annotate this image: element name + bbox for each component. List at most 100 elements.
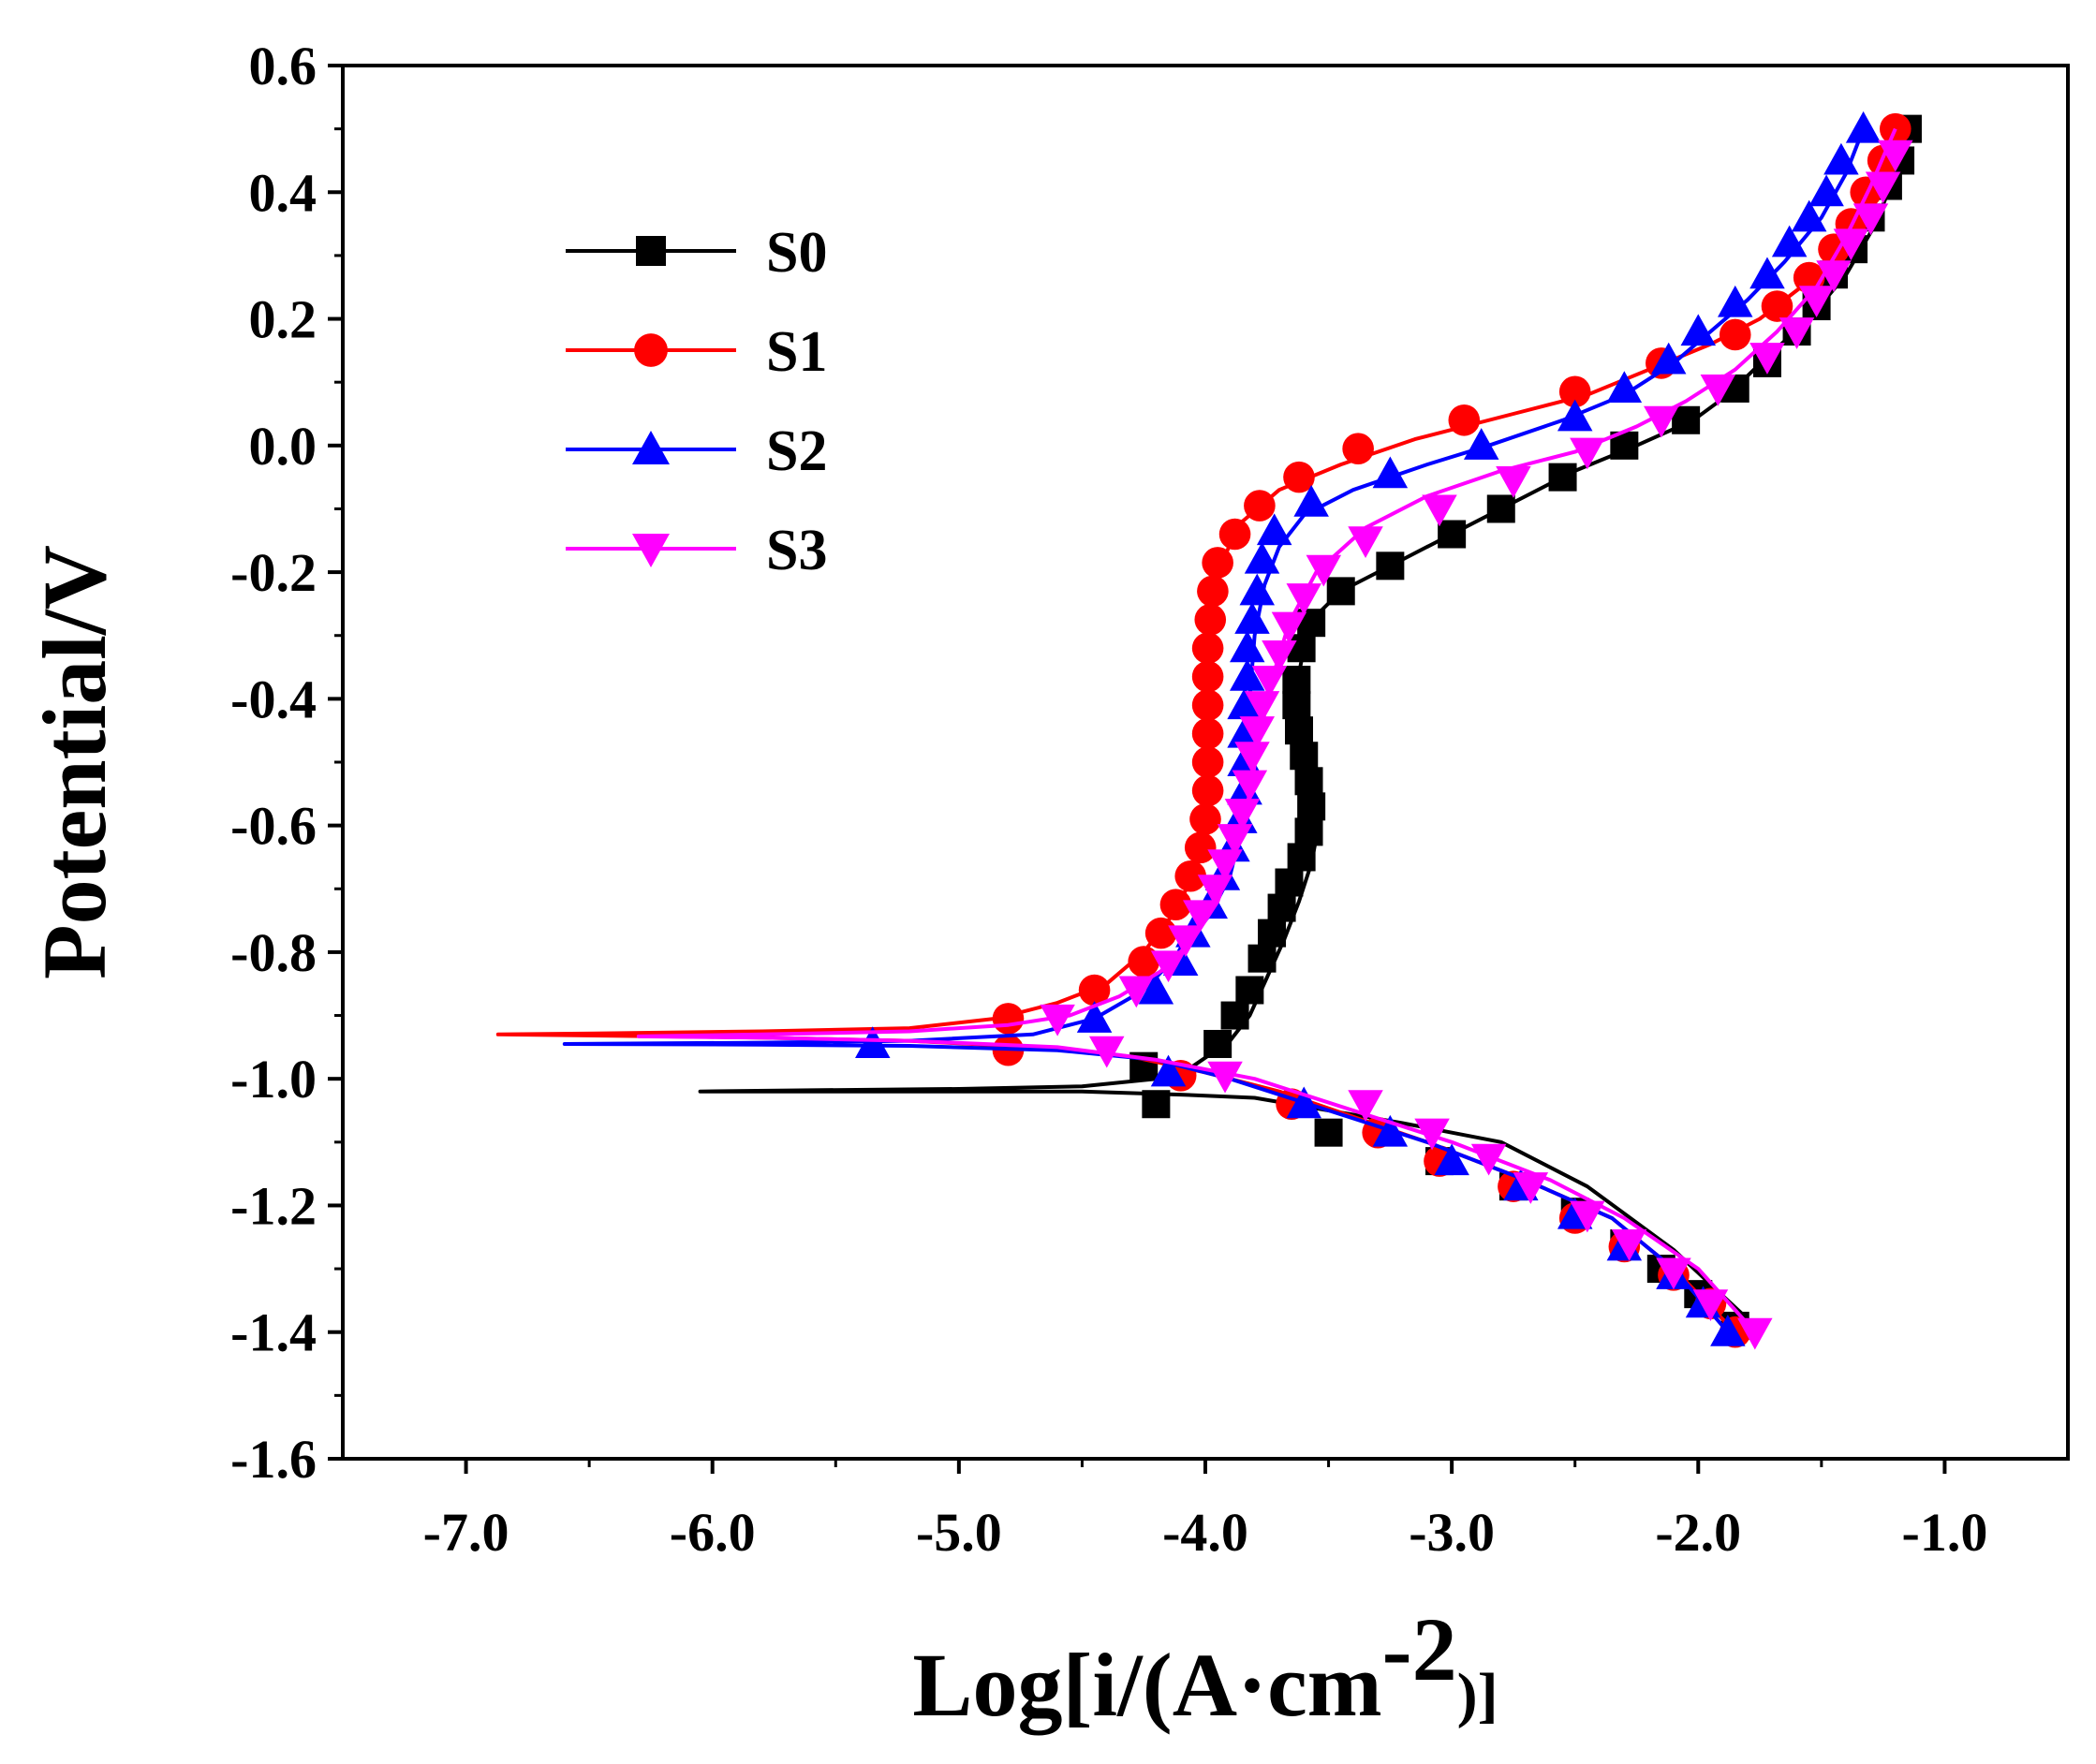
y-tick-label: -1.0 <box>230 1049 317 1110</box>
data-point <box>1710 1314 1746 1346</box>
legend-label: S2 <box>766 419 827 483</box>
legend-marker <box>632 431 670 464</box>
data-point <box>1372 456 1409 489</box>
data-point <box>1184 831 1217 864</box>
x-tick-label: -3.0 <box>1409 1502 1495 1563</box>
data-point <box>1235 976 1264 1005</box>
data-point <box>1234 742 1270 773</box>
data-point <box>1306 554 1342 587</box>
data-point <box>1434 1143 1469 1176</box>
x-axis-title-main: Log[i/(A·cm <box>912 1635 1381 1735</box>
data-point <box>1463 428 1499 460</box>
data-point <box>1606 371 1643 403</box>
data-point <box>1496 466 1531 498</box>
data-point <box>1749 257 1785 289</box>
data-point <box>1128 946 1160 978</box>
data-point <box>1244 541 1280 574</box>
y-tick-label: 0.4 <box>249 162 317 223</box>
data-point <box>1570 437 1605 470</box>
data-point <box>1611 1229 1647 1261</box>
data-point <box>1791 199 1827 232</box>
data-point <box>1718 285 1753 317</box>
data-point <box>1348 1090 1383 1122</box>
data-point <box>1076 1001 1113 1033</box>
data-point <box>1191 717 1224 750</box>
series-s1 <box>495 112 1911 1348</box>
data-point <box>1229 658 1265 691</box>
data-point <box>1823 142 1859 175</box>
data-point <box>1207 1061 1243 1094</box>
data-point <box>1197 575 1229 608</box>
data-point <box>1833 228 1869 261</box>
data-point <box>1342 433 1374 465</box>
legend-marker <box>634 333 668 367</box>
data-point <box>1247 944 1277 973</box>
data-point <box>1513 1172 1549 1204</box>
x-tick-label: -5.0 <box>916 1502 1002 1563</box>
data-point <box>1761 290 1793 322</box>
y-tick-label: -0.6 <box>230 796 317 857</box>
x-tick-label: -2.0 <box>1655 1502 1741 1563</box>
data-point <box>1845 110 1882 143</box>
data-point <box>1749 343 1785 375</box>
data-point <box>1284 716 1313 745</box>
data-point <box>1150 950 1187 983</box>
data-point <box>1719 318 1751 351</box>
data-point <box>1422 494 1457 527</box>
data-point <box>1078 974 1111 1007</box>
data-point <box>1294 767 1323 796</box>
data-point <box>1779 317 1815 349</box>
data-point <box>1878 140 1913 172</box>
data-point <box>1224 799 1261 831</box>
series-s3 <box>636 127 1913 1350</box>
data-point <box>1118 976 1155 1008</box>
y-tick-label: -1.6 <box>230 1429 317 1490</box>
data-point <box>1680 314 1717 346</box>
data-point <box>1189 803 1221 835</box>
data-point <box>1771 225 1808 257</box>
data-point <box>1271 611 1307 644</box>
data-point <box>992 1003 1025 1035</box>
data-point <box>1182 900 1218 933</box>
data-point <box>1244 490 1276 522</box>
data-point <box>1191 774 1224 807</box>
data-point <box>1548 463 1577 492</box>
data-point <box>1191 632 1224 665</box>
legend-label: S3 <box>766 519 827 582</box>
y-axis-title: Potential/V <box>24 545 125 979</box>
x-axis-title-sup: -2 <box>1382 1599 1457 1699</box>
legend-item-s2: S2 <box>566 419 827 483</box>
data-point <box>1326 577 1355 606</box>
data-point <box>1194 604 1227 636</box>
legend-item-s0: S0 <box>566 221 827 285</box>
data-point <box>1470 1143 1507 1176</box>
data-point <box>1798 286 1835 318</box>
y-tick-label: 0.0 <box>249 416 317 477</box>
legend-item-s3: S3 <box>566 519 827 582</box>
data-point <box>1656 1257 1691 1290</box>
data-point <box>1138 972 1174 1005</box>
data-point <box>1293 484 1329 517</box>
data-point <box>1692 1289 1729 1322</box>
data-point <box>1865 171 1901 204</box>
data-point <box>1557 399 1593 432</box>
data-point <box>1700 374 1736 406</box>
data-point <box>1191 689 1224 721</box>
data-point <box>1486 494 1515 523</box>
data-point <box>1286 583 1322 615</box>
legend-marker <box>632 534 670 567</box>
data-point <box>1150 1054 1187 1087</box>
x-tick-label: -4.0 <box>1162 1502 1248 1563</box>
data-point <box>1348 526 1383 559</box>
x-tick-label: -6.0 <box>670 1502 756 1563</box>
data-point <box>1174 860 1207 892</box>
legend-label: S1 <box>766 320 827 384</box>
data-point <box>1267 893 1296 922</box>
data-point <box>1286 1086 1322 1119</box>
x-tick-label: -7.0 <box>423 1502 509 1563</box>
data-point <box>1217 824 1253 856</box>
data-point <box>1142 1090 1171 1119</box>
data-point <box>1218 518 1251 551</box>
data-point <box>1570 1200 1605 1233</box>
